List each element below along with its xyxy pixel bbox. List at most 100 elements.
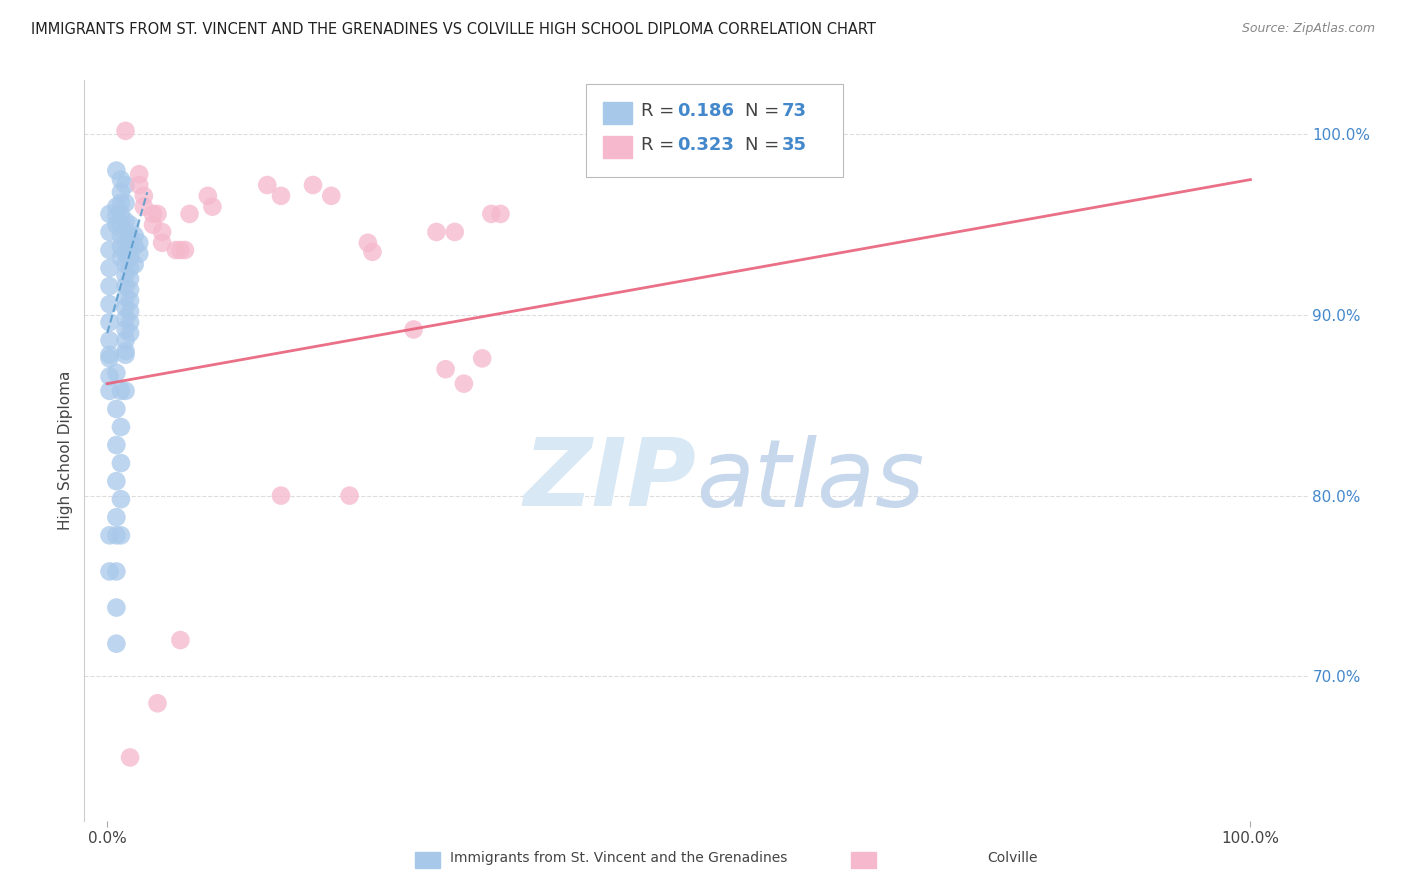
Text: 73: 73 — [782, 103, 807, 120]
Point — [114, 214, 136, 228]
Point — [128, 246, 150, 260]
Text: 0.186: 0.186 — [678, 103, 734, 120]
Point — [132, 189, 155, 203]
Point — [98, 297, 121, 311]
Point — [120, 750, 142, 764]
Point — [270, 489, 292, 503]
Point — [114, 322, 136, 336]
Point — [105, 510, 128, 524]
Point — [98, 261, 121, 276]
Point — [169, 633, 191, 648]
Point — [132, 200, 155, 214]
Point — [150, 225, 173, 239]
FancyBboxPatch shape — [603, 103, 633, 124]
Point — [110, 186, 132, 200]
Point — [120, 283, 142, 297]
Point — [110, 228, 132, 243]
Text: ZIP: ZIP — [523, 434, 696, 526]
Point — [120, 228, 142, 243]
Point — [114, 334, 136, 348]
Point — [105, 565, 128, 579]
Point — [201, 200, 224, 214]
Point — [105, 163, 128, 178]
Point — [402, 322, 425, 336]
Point — [128, 167, 150, 181]
Point — [321, 189, 343, 203]
Point — [270, 189, 292, 203]
Text: Colville: Colville — [987, 851, 1038, 865]
Point — [453, 376, 475, 391]
Point — [169, 243, 191, 257]
Point — [105, 528, 128, 542]
Point — [114, 178, 136, 192]
Point — [98, 351, 121, 366]
Point — [120, 293, 142, 308]
Point — [114, 124, 136, 138]
Point — [425, 225, 447, 239]
Point — [98, 207, 121, 221]
Point — [114, 384, 136, 398]
Point — [120, 326, 142, 340]
Point — [120, 239, 142, 253]
Point — [98, 384, 121, 398]
Text: Source: ZipAtlas.com: Source: ZipAtlas.com — [1241, 22, 1375, 36]
Point — [146, 696, 169, 710]
Point — [114, 344, 136, 359]
FancyBboxPatch shape — [586, 84, 842, 177]
Point — [120, 218, 142, 232]
Text: 35: 35 — [782, 136, 807, 154]
Point — [142, 207, 165, 221]
Point — [120, 304, 142, 318]
Point — [114, 290, 136, 304]
Point — [114, 225, 136, 239]
Point — [105, 209, 128, 223]
Point — [98, 334, 121, 348]
Text: R =: R = — [641, 103, 681, 120]
Point — [124, 257, 146, 271]
Point — [142, 218, 165, 232]
Point — [98, 243, 121, 257]
Point — [110, 196, 132, 211]
Point — [114, 311, 136, 326]
Point — [124, 228, 146, 243]
Point — [489, 207, 512, 221]
Point — [339, 489, 361, 503]
Point — [110, 384, 132, 398]
Point — [114, 348, 136, 362]
Point — [110, 218, 132, 232]
Text: R =: R = — [641, 136, 681, 154]
Point — [120, 261, 142, 276]
Point — [98, 528, 121, 542]
Point — [105, 200, 128, 214]
Point — [179, 207, 201, 221]
Point — [114, 279, 136, 293]
Point — [443, 225, 465, 239]
Point — [105, 366, 128, 380]
Point — [105, 218, 128, 232]
Point — [114, 257, 136, 271]
Point — [120, 272, 142, 286]
Text: N =: N = — [745, 103, 785, 120]
Point — [110, 172, 132, 186]
Point — [110, 239, 132, 253]
Point — [120, 315, 142, 329]
Y-axis label: High School Diploma: High School Diploma — [58, 371, 73, 530]
Point — [98, 348, 121, 362]
Point — [98, 279, 121, 293]
Point — [150, 235, 173, 250]
Point — [302, 178, 325, 192]
Point — [361, 244, 384, 259]
Text: IMMIGRANTS FROM ST. VINCENT AND THE GRENADINES VS COLVILLE HIGH SCHOOL DIPLOMA C: IMMIGRANTS FROM ST. VINCENT AND THE GREN… — [31, 22, 876, 37]
Point — [105, 438, 128, 452]
Point — [105, 637, 128, 651]
Point — [128, 235, 150, 250]
Point — [98, 315, 121, 329]
Point — [479, 207, 502, 221]
Point — [434, 362, 457, 376]
FancyBboxPatch shape — [603, 136, 633, 158]
Text: Immigrants from St. Vincent and the Grenadines: Immigrants from St. Vincent and the Gren… — [450, 851, 787, 865]
Point — [471, 351, 494, 366]
Point — [98, 565, 121, 579]
Point — [165, 243, 187, 257]
Point — [124, 239, 146, 253]
